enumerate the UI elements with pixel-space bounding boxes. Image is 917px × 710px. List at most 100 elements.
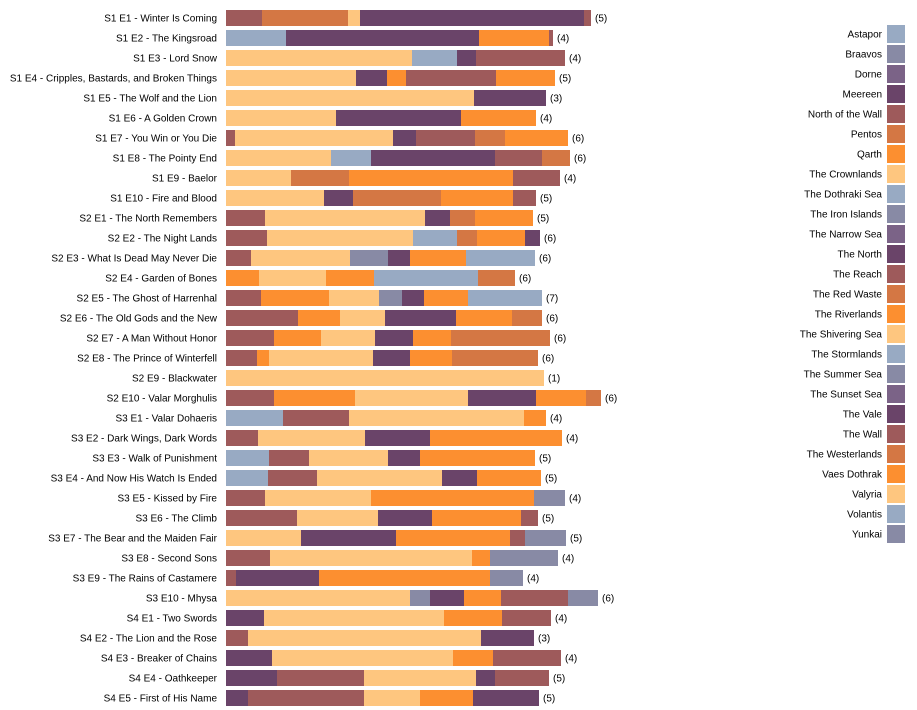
episode-row: S4 E2 - The Lion and the Rose (3) [80, 630, 550, 646]
bar-segment [283, 410, 349, 426]
location-count-label: (5) [542, 514, 554, 525]
bar-segment [495, 150, 542, 166]
bar-segment [416, 130, 475, 146]
legend: Astapor Braavos Dorne Meereen North of the W… [800, 25, 905, 543]
legend-label: Valyria [852, 490, 882, 501]
bar-segment [420, 450, 535, 466]
episode-row: S2 E4 - Garden of Bones (6) [105, 270, 531, 286]
bar-segment [371, 150, 495, 166]
bar-segment [568, 590, 598, 606]
location-count-label: (5) [540, 194, 552, 205]
episode-label: S2 E4 - Garden of Bones [105, 274, 217, 285]
bar-segment [476, 670, 495, 686]
episode-row: S1 E9 - Baelor (4) [152, 170, 576, 186]
bar-segment [226, 410, 283, 426]
episode-label: S3 E5 - Kissed by Fire [118, 494, 218, 505]
bar-segment [452, 350, 538, 366]
episode-row: S1 E10 - Fire and Blood (5) [110, 190, 552, 206]
episode-label: S1 E8 - The Pointy End [113, 154, 217, 165]
bar-segment [413, 230, 457, 246]
legend-label: Astapor [848, 30, 883, 41]
bar-segment [534, 490, 565, 506]
bar-segment [490, 550, 558, 566]
legend-swatch [887, 125, 905, 143]
bar-segment [453, 650, 493, 666]
location-count-label: (7) [546, 294, 558, 305]
bar-segment [236, 570, 319, 586]
location-count-label: (4) [555, 614, 567, 625]
bar-segment [364, 670, 476, 686]
legend-label: The Riverlands [815, 310, 882, 321]
bar-segment [226, 70, 356, 86]
episode-row: S2 E3 - What Is Dead May Never Die (6) [51, 250, 551, 266]
bar-segment [476, 50, 565, 66]
legend-item: The North [838, 245, 905, 263]
bar-segment [340, 310, 385, 326]
bar-segment [326, 270, 374, 286]
bar-segment [378, 510, 432, 526]
bar-segment [226, 210, 265, 226]
bar-segment [425, 210, 450, 226]
bar-segment [364, 690, 420, 706]
bar-segment [226, 490, 265, 506]
episode-label: S1 E7 - You Win or You Die [95, 134, 217, 145]
legend-item: The Riverlands [815, 305, 905, 323]
bar-segment [226, 430, 258, 446]
bar-segment [388, 250, 410, 266]
bar-segment [226, 190, 324, 206]
bar-segment [226, 450, 269, 466]
location-count-label: (4) [550, 414, 562, 425]
legend-item: Dorne [855, 65, 905, 83]
bar-segment [269, 450, 309, 466]
legend-label: Braavos [845, 50, 882, 61]
legend-label: Meereen [843, 90, 882, 101]
bar-segment [450, 210, 475, 226]
bar-segment [226, 310, 298, 326]
bar-segment [350, 250, 388, 266]
bar-segment [424, 290, 468, 306]
bar-segment [478, 270, 515, 286]
bar-segment [226, 370, 544, 386]
bar-segment [525, 530, 566, 546]
bar-segment [265, 210, 425, 226]
location-count-label: (6) [574, 154, 586, 165]
bar-segment [226, 470, 268, 486]
legend-label: Vaes Dothrak [822, 470, 883, 481]
legend-label: North of the Wall [808, 110, 882, 121]
legend-label: Pentos [851, 130, 882, 141]
legend-item: The Dothraki Sea [804, 185, 905, 203]
episode-label: S3 E8 - Second Sons [121, 554, 217, 565]
bar-segment [430, 590, 464, 606]
bar-segment [226, 290, 261, 306]
episode-label: S4 E1 - Two Swords [127, 614, 217, 625]
bar-segment [360, 10, 584, 26]
bar-segment [226, 110, 336, 126]
bar-segment [226, 350, 257, 366]
location-count-label: (4) [566, 434, 578, 445]
episode-label: S1 E4 - Cripples, Bastards, and Broken T… [10, 74, 217, 85]
legend-item: The Westerlands [807, 445, 905, 463]
bar-segment [513, 190, 536, 206]
bar-segment [468, 290, 542, 306]
episode-row: S3 E8 - Second Sons (4) [121, 550, 574, 566]
legend-item: The Wall [843, 425, 905, 443]
episode-label: S1 E6 - A Golden Crown [109, 114, 217, 125]
legend-item: The Iron Islands [810, 205, 905, 223]
legend-swatch [887, 345, 905, 363]
bar-segment [349, 170, 513, 186]
bar-segment [479, 30, 549, 46]
legend-swatch [887, 465, 905, 483]
bar-segment [477, 470, 541, 486]
bar-segment [262, 10, 348, 26]
bar-segment [264, 610, 444, 626]
episode-row: S3 E7 - The Bear and the Maiden Fair (5) [48, 530, 582, 546]
bar-segment [413, 330, 451, 346]
bar-segment [297, 510, 378, 526]
legend-label: The Narrow Sea [809, 230, 882, 241]
legend-label: Volantis [847, 510, 882, 521]
bar-segment [457, 230, 477, 246]
legend-item: Qarth [857, 145, 905, 163]
episode-label: S1 E1 - Winter Is Coming [104, 14, 217, 25]
legend-swatch [887, 145, 905, 163]
bar-segment [513, 170, 560, 186]
